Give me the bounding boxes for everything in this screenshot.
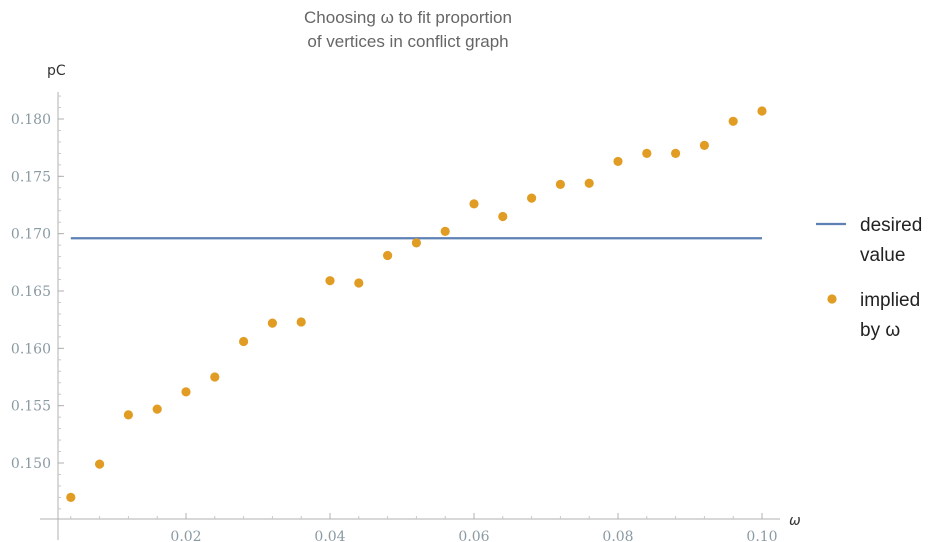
x-tick-label: 0.04 [314, 529, 345, 542]
data-point [152, 404, 162, 414]
data-point [757, 106, 767, 116]
y-tick-label: 0.180 [11, 112, 51, 128]
data-point [181, 387, 191, 397]
chart-series [66, 106, 767, 502]
x-tick-label: 0.06 [458, 529, 489, 542]
data-point [613, 156, 623, 167]
y-tick-label: 0.150 [11, 456, 51, 472]
legend-point-swatch [827, 294, 837, 304]
x-tick-label: 0.08 [602, 529, 633, 542]
y-axis-label: pC [47, 63, 66, 79]
legend-label: desired [860, 215, 922, 236]
data-point [584, 178, 594, 188]
data-point [498, 211, 508, 222]
data-point [440, 226, 450, 236]
data-point [671, 148, 681, 158]
data-point [210, 372, 220, 382]
data-point [239, 336, 249, 347]
data-point [527, 193, 537, 203]
chart-title-line-2: of vertices in conflict graph [307, 32, 508, 51]
data-point [469, 199, 479, 209]
x-tick-label: 0.02 [170, 529, 201, 542]
data-point [325, 276, 335, 286]
data-point [123, 410, 133, 420]
chart-legend: desired value implied by ω [816, 215, 922, 341]
x-axis-label: ω [789, 513, 801, 529]
chart-title-line-1: Choosing ω to fit proportion [304, 8, 512, 27]
data-point [267, 318, 277, 328]
chart-axes: ω pC [40, 63, 801, 540]
y-tick-label: 0.155 [11, 399, 51, 415]
data-point [354, 278, 364, 288]
data-point [555, 179, 566, 189]
data-point [66, 492, 76, 502]
y-tick-label: 0.165 [11, 284, 51, 300]
legend-label: implied [860, 290, 920, 311]
y-tick-label: 0.175 [11, 169, 51, 185]
legend-label: by ω [860, 320, 900, 341]
data-point [95, 459, 105, 469]
data-point [296, 317, 306, 327]
data-point [383, 250, 393, 261]
legend-label: value [860, 245, 905, 266]
data-point [642, 148, 652, 158]
axis-ticks: 0.02 0.04 0.06 0.08 0.10 0.150 0.155 0.160 0.165… [11, 95, 778, 542]
data-point [699, 140, 710, 150]
data-point [411, 238, 421, 248]
y-tick-label: 0.170 [11, 227, 51, 243]
data-point [728, 116, 738, 126]
y-tick-label: 0.160 [11, 341, 51, 357]
x-tick-label: 0.10 [746, 529, 777, 542]
chart-title: Choosing ω to fit proportion of vertices … [304, 8, 512, 51]
